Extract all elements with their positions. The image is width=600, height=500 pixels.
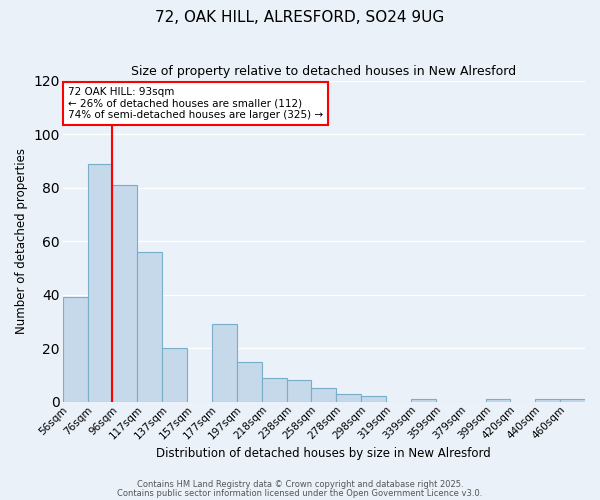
X-axis label: Distribution of detached houses by size in New Alresford: Distribution of detached houses by size … [157,447,491,460]
Bar [560,399,585,402]
Bar [411,399,436,402]
Bar [162,348,187,402]
Bar [112,185,137,402]
Bar [311,388,336,402]
Bar [485,399,511,402]
Bar [287,380,311,402]
Text: 72 OAK HILL: 93sqm
← 26% of detached houses are smaller (112)
74% of semi-detach: 72 OAK HILL: 93sqm ← 26% of detached hou… [68,87,323,120]
Text: Contains HM Land Registry data © Crown copyright and database right 2025.: Contains HM Land Registry data © Crown c… [137,480,463,489]
Bar [137,252,162,402]
Text: Contains public sector information licensed under the Open Government Licence v3: Contains public sector information licen… [118,488,482,498]
Bar [336,394,361,402]
Bar [262,378,287,402]
Y-axis label: Number of detached properties: Number of detached properties [15,148,28,334]
Bar [63,298,88,402]
Bar [361,396,386,402]
Bar [212,324,237,402]
Bar [237,362,262,402]
Bar [88,164,112,402]
Text: 72, OAK HILL, ALRESFORD, SO24 9UG: 72, OAK HILL, ALRESFORD, SO24 9UG [155,10,445,25]
Title: Size of property relative to detached houses in New Alresford: Size of property relative to detached ho… [131,65,517,78]
Bar [535,399,560,402]
